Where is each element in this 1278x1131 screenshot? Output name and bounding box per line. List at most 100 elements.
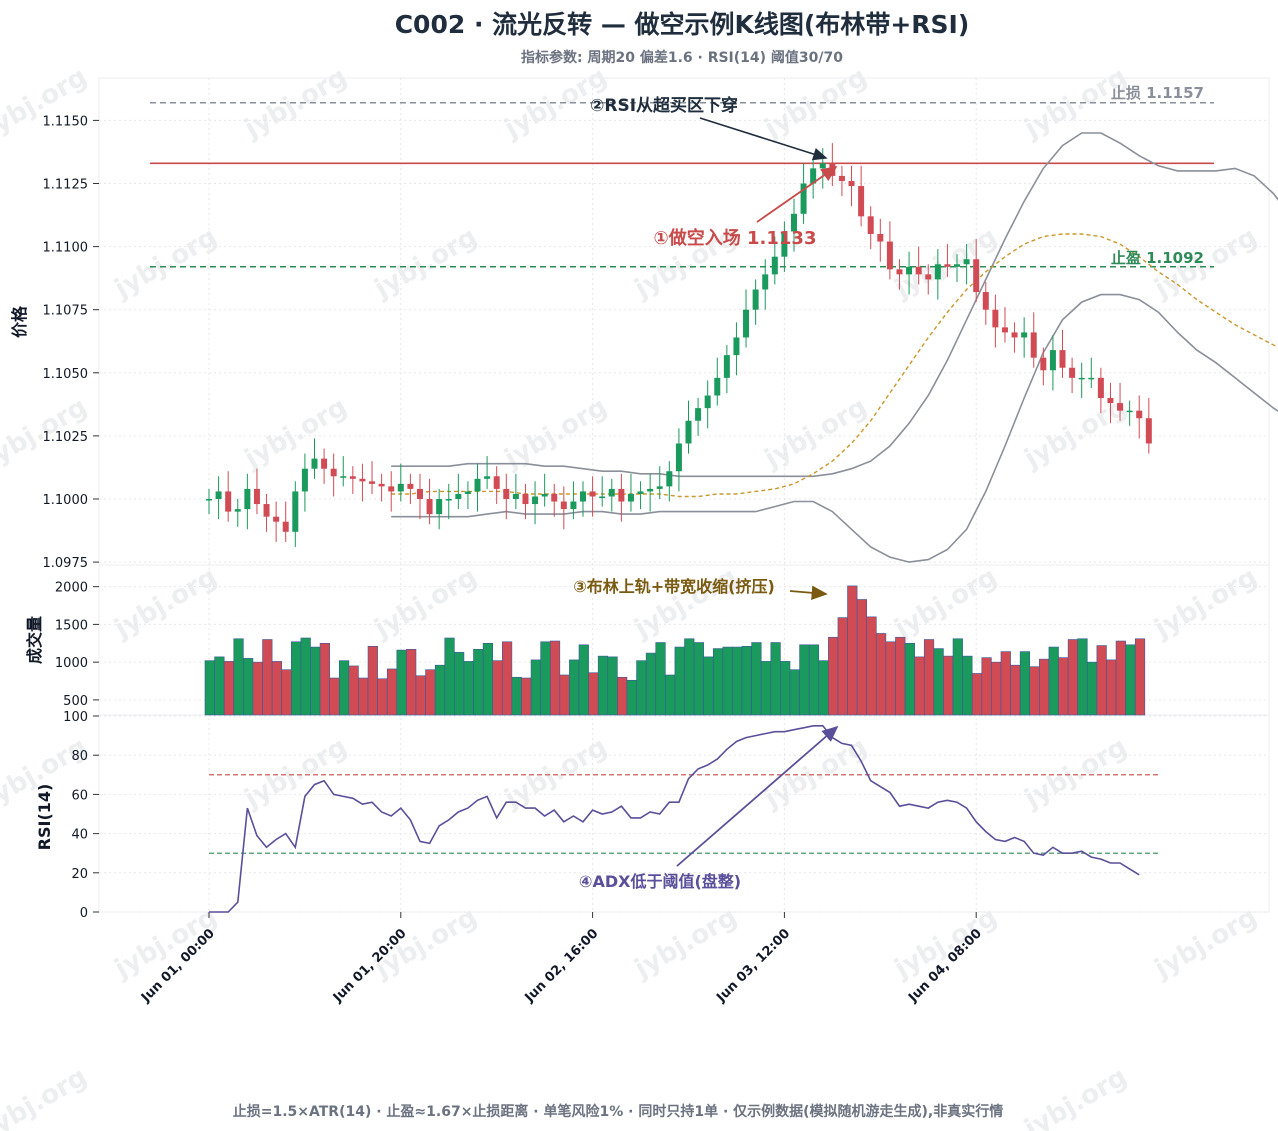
candle-body-31 — [503, 488, 510, 499]
candle-body-1 — [215, 491, 222, 499]
rsi-tick-label-0: 0 — [80, 906, 88, 921]
annotation-1-arrow — [756, 165, 838, 223]
candle-body-25 — [445, 499, 452, 501]
candle-body-17 — [369, 481, 376, 484]
candle-body-84 — [1011, 332, 1018, 338]
volume-bar-38 — [569, 659, 580, 716]
candle-body-13 — [330, 468, 337, 477]
volume-bar-5 — [252, 661, 263, 716]
volume-bar-64 — [818, 660, 829, 716]
volume-bar-23 — [425, 669, 436, 716]
candle-body-9 — [292, 491, 299, 532]
volume-bar-26 — [454, 652, 465, 716]
x-tick-label-2: Jun 02, 16:00 — [522, 926, 602, 1006]
volume-bar-69 — [866, 616, 877, 716]
candle-body-97 — [1136, 410, 1143, 419]
volume-bar-84 — [1010, 664, 1021, 716]
volume-bar-68 — [856, 599, 868, 716]
candle-body-21 — [407, 483, 414, 489]
volume-bar-90 — [1067, 639, 1078, 716]
candle-body-46 — [647, 488, 654, 492]
candle-body-54 — [723, 355, 730, 378]
volume-bar-33 — [521, 677, 532, 716]
candle-body-63 — [810, 168, 817, 184]
volume-bar-32 — [511, 676, 522, 716]
candle-body-85 — [1021, 332, 1028, 338]
candle-body-34 — [532, 496, 539, 505]
volume-bar-95 — [1115, 640, 1126, 716]
chart-title: C002 · 流光反转 — 做空示例K线图(布林带+RSI) — [395, 10, 970, 39]
rsi-line — [209, 725, 1140, 913]
candle-body-42 — [608, 488, 615, 497]
volume-bar-60 — [780, 661, 791, 716]
bollinger-bands — [391, 132, 1278, 563]
candle-body-32 — [512, 493, 519, 499]
candle-body-80 — [973, 259, 980, 293]
volume-bar-44 — [626, 679, 637, 716]
volume-bar-93 — [1096, 645, 1107, 716]
candle-body-62 — [800, 183, 807, 214]
candle-body-44 — [627, 493, 634, 502]
watermark-13: jybj.org — [759, 392, 872, 475]
volume-bar-17 — [367, 645, 378, 716]
volume-bar-8 — [281, 669, 292, 716]
volume-bar-51 — [693, 642, 704, 716]
candle-body-88 — [1049, 350, 1056, 371]
watermark-17: jybj.org — [629, 562, 742, 645]
candle-body-15 — [349, 476, 356, 479]
candle-body-10 — [301, 468, 308, 492]
volume-bar-42 — [607, 656, 618, 716]
candle-body-71 — [886, 241, 893, 270]
candle-body-45 — [637, 491, 644, 494]
candle-body-43 — [618, 488, 625, 502]
candle-body-77 — [944, 264, 951, 267]
volume-bar-54 — [722, 646, 733, 716]
volume-bar-0 — [204, 660, 215, 716]
candle-body-95 — [1117, 403, 1124, 411]
watermark-31: jybj.org — [1019, 1062, 1132, 1131]
candle-body-3 — [234, 509, 241, 512]
volume-bar-19 — [386, 668, 398, 716]
volume-y-axis: 500 1000 1500 2000 — [55, 581, 99, 709]
candle-body-81 — [982, 292, 989, 310]
volume-bar-49 — [674, 646, 685, 716]
volume-bar-66 — [837, 617, 848, 716]
annotation-3-arrow — [789, 585, 828, 600]
annotation-2-text: ②RSI从超买区下穿 — [590, 95, 738, 116]
annotation-3-text: ③布林上轨+带宽收缩(挤压) — [573, 577, 775, 596]
volume-bar-35 — [540, 641, 551, 716]
candle-body-39 — [580, 491, 587, 502]
watermark-6: jybj.org — [369, 222, 482, 305]
rsi-series — [209, 725, 1158, 913]
volume-bar-71 — [885, 641, 896, 716]
trade-levels — [150, 101, 1214, 268]
x-tick-label-3: Jun 03, 12:00 — [713, 926, 793, 1006]
bollinger-upper-band — [391, 132, 1278, 478]
footer-note: 止损=1.5×ATR(14) · 止盈≈1.67×止损距离 · 单笔风险1% ·… — [233, 1103, 1004, 1120]
volume-bar-9 — [291, 641, 302, 716]
candlestick-series — [206, 143, 1152, 547]
volume-bar-22 — [415, 675, 426, 716]
volume-bar-70 — [875, 633, 887, 716]
volume-bar-63 — [808, 644, 820, 716]
candle-body-74 — [915, 266, 922, 275]
annotation-1-text: ①做空入场 1.1133 — [654, 227, 817, 249]
volume-bar-41 — [597, 655, 609, 716]
volume-bar-1 — [214, 656, 225, 716]
volume-bar-21 — [406, 649, 417, 716]
candle-body-12 — [321, 458, 328, 469]
candle-body-98 — [1145, 418, 1152, 444]
volume-bar-52 — [703, 656, 714, 716]
candle-body-27 — [464, 491, 471, 494]
volume-bar-46 — [645, 652, 657, 716]
watermark-30: jybj.org — [0, 1062, 92, 1131]
candle-body-66 — [838, 175, 845, 181]
volume-bar-47 — [655, 642, 666, 716]
watermark-19: jybj.org — [1149, 562, 1262, 645]
stop-loss-label: 止损 1.1157 — [1111, 84, 1204, 102]
candle-body-78 — [954, 264, 961, 267]
volume-bar-85 — [1019, 651, 1031, 716]
rsi-axis-label: RSI(14) — [35, 784, 54, 851]
volume-bar-37 — [559, 674, 570, 716]
